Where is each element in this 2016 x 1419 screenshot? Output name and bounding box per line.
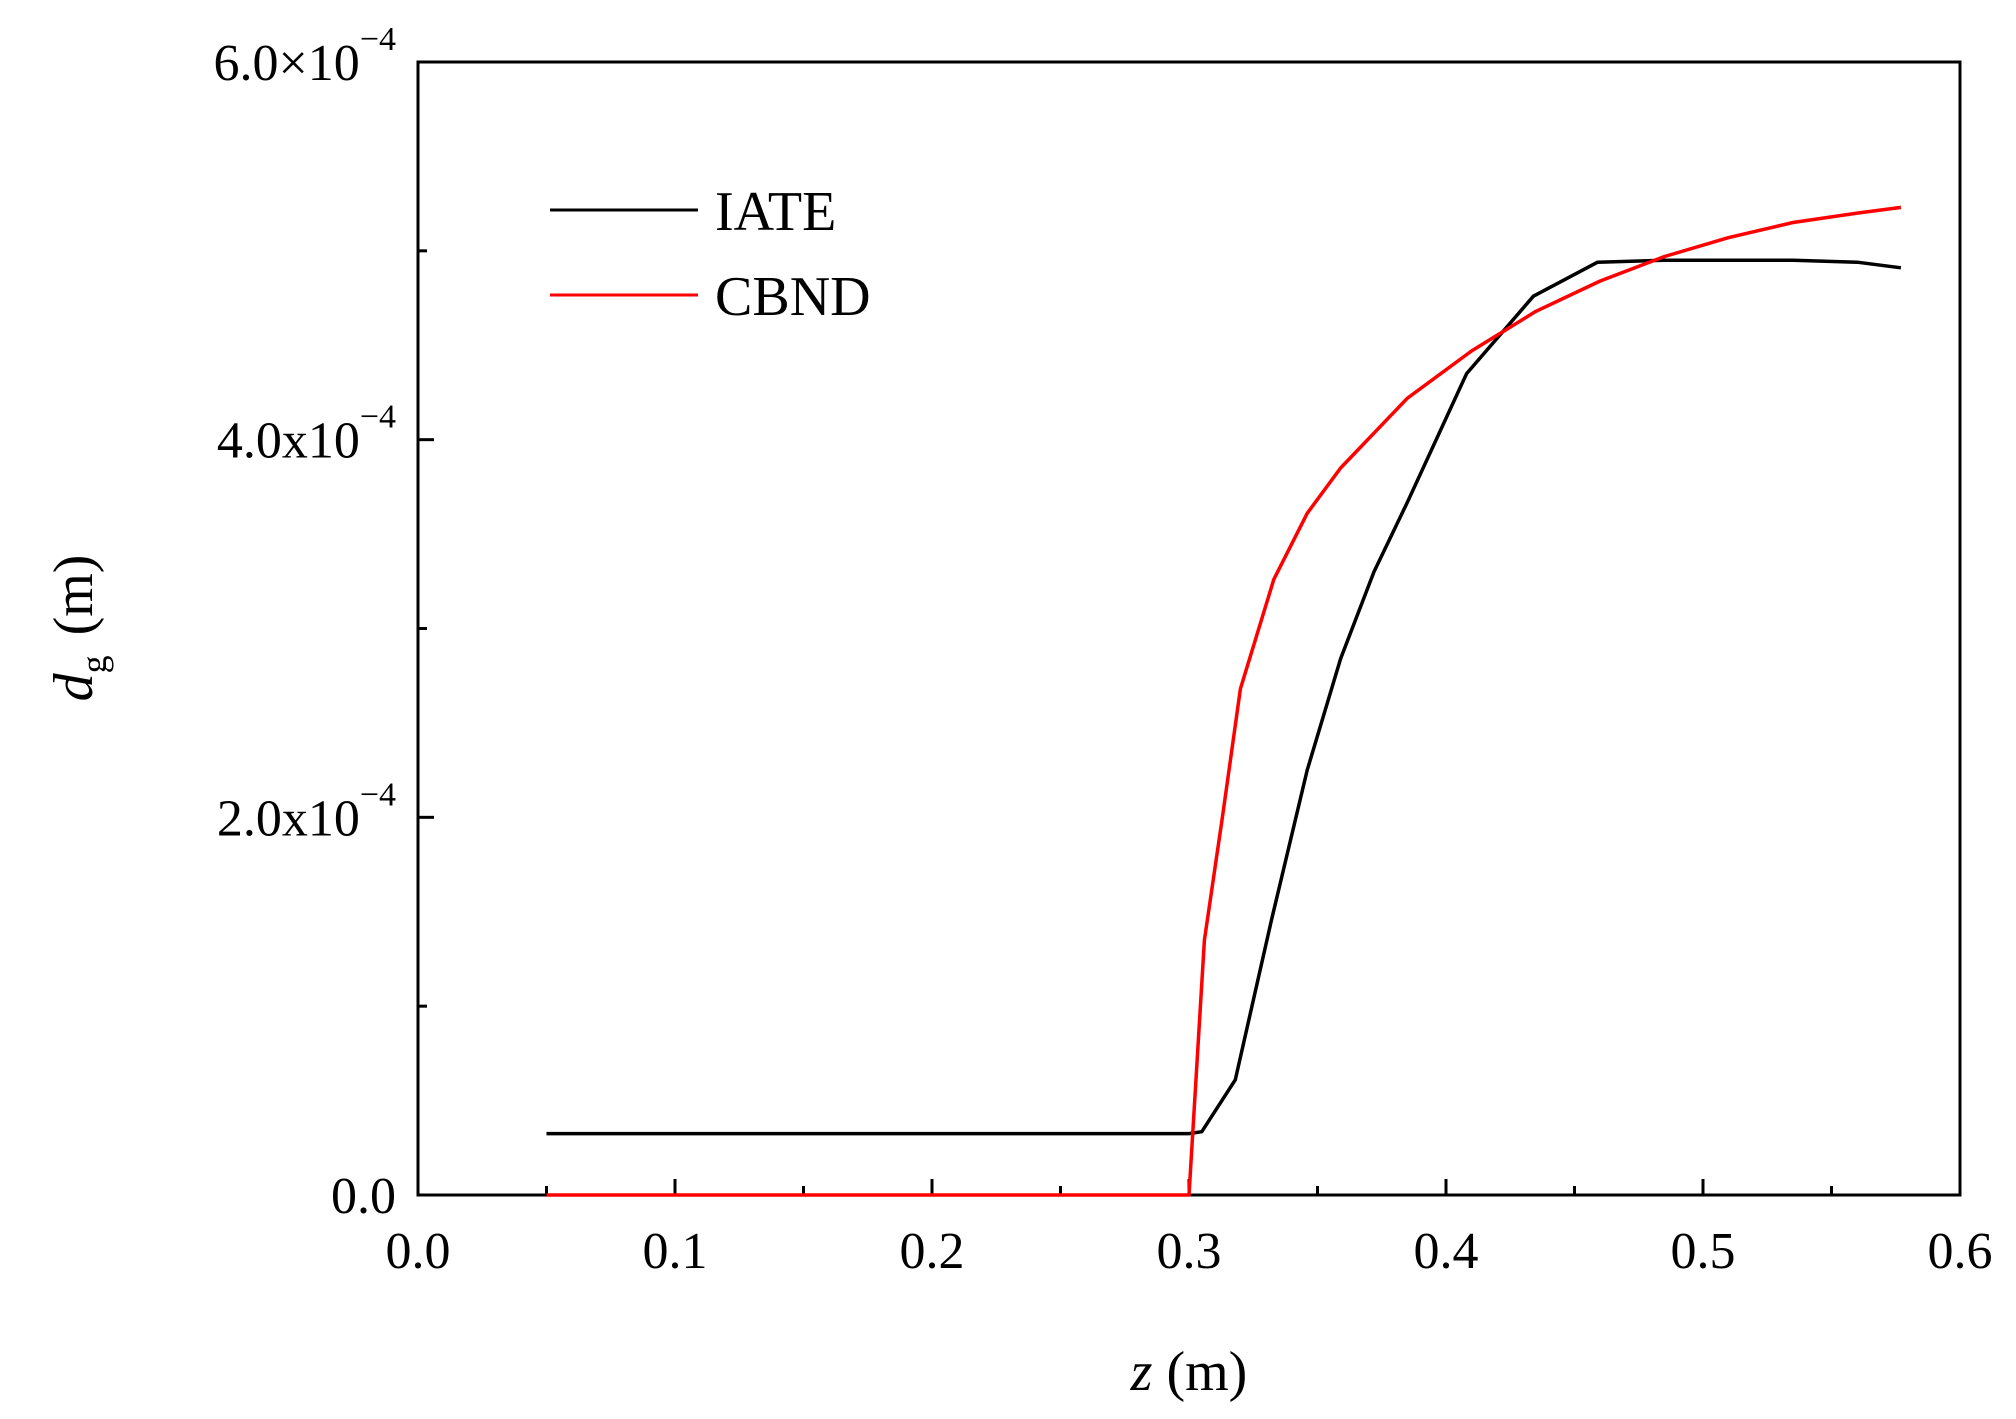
lines-layer	[546, 205, 1902, 1197]
series-line-cbnd	[546, 205, 1902, 1197]
y-tick-mantissa: 0.0	[331, 1168, 396, 1225]
x-axis-title: z (m)	[1130, 1341, 1248, 1403]
x-tick-label: 0.4	[1414, 1223, 1479, 1280]
x-tick-label: 0.5	[1671, 1223, 1736, 1280]
y-tick-label: 4.0x10−4	[217, 399, 396, 470]
y-tick-exponent: −4	[360, 776, 396, 813]
legend-label-cbnd: CBND	[715, 266, 871, 328]
y-tick-mantissa: 2.0x10	[217, 790, 360, 847]
y-tick-exponent: −4	[360, 21, 396, 58]
y-tick-mantissa: 6.0×10	[213, 35, 359, 92]
y-tick-label: 0.0	[331, 1168, 396, 1225]
legend-label-iate: IATE	[715, 181, 836, 243]
x-tick-label: 0.2	[900, 1223, 965, 1280]
plot-frame	[416, 60, 1962, 1197]
x-tick-label: 0.3	[1157, 1223, 1222, 1280]
x-tick-label: 0.6	[1928, 1223, 1993, 1280]
y-tick-exponent: −4	[360, 399, 396, 436]
legend: IATE CBND	[550, 181, 871, 328]
x-tick-label: 0.1	[643, 1223, 708, 1280]
y-tick-label: 6.0×10−4	[213, 21, 396, 92]
ticks-layer: 0.0 0.1 0.2 0.3 0.4 0.5 0.60.02.0x10−44.0x10−4…	[213, 21, 1992, 1280]
y-tick-mantissa: 4.0x10	[217, 413, 360, 470]
x-tick-label: 0.0	[386, 1223, 451, 1280]
y-tick-label: 2.0x10−4	[217, 776, 396, 847]
series-line-iate	[546, 258, 1902, 1136]
y-axis-title: dg(m)	[43, 555, 114, 702]
